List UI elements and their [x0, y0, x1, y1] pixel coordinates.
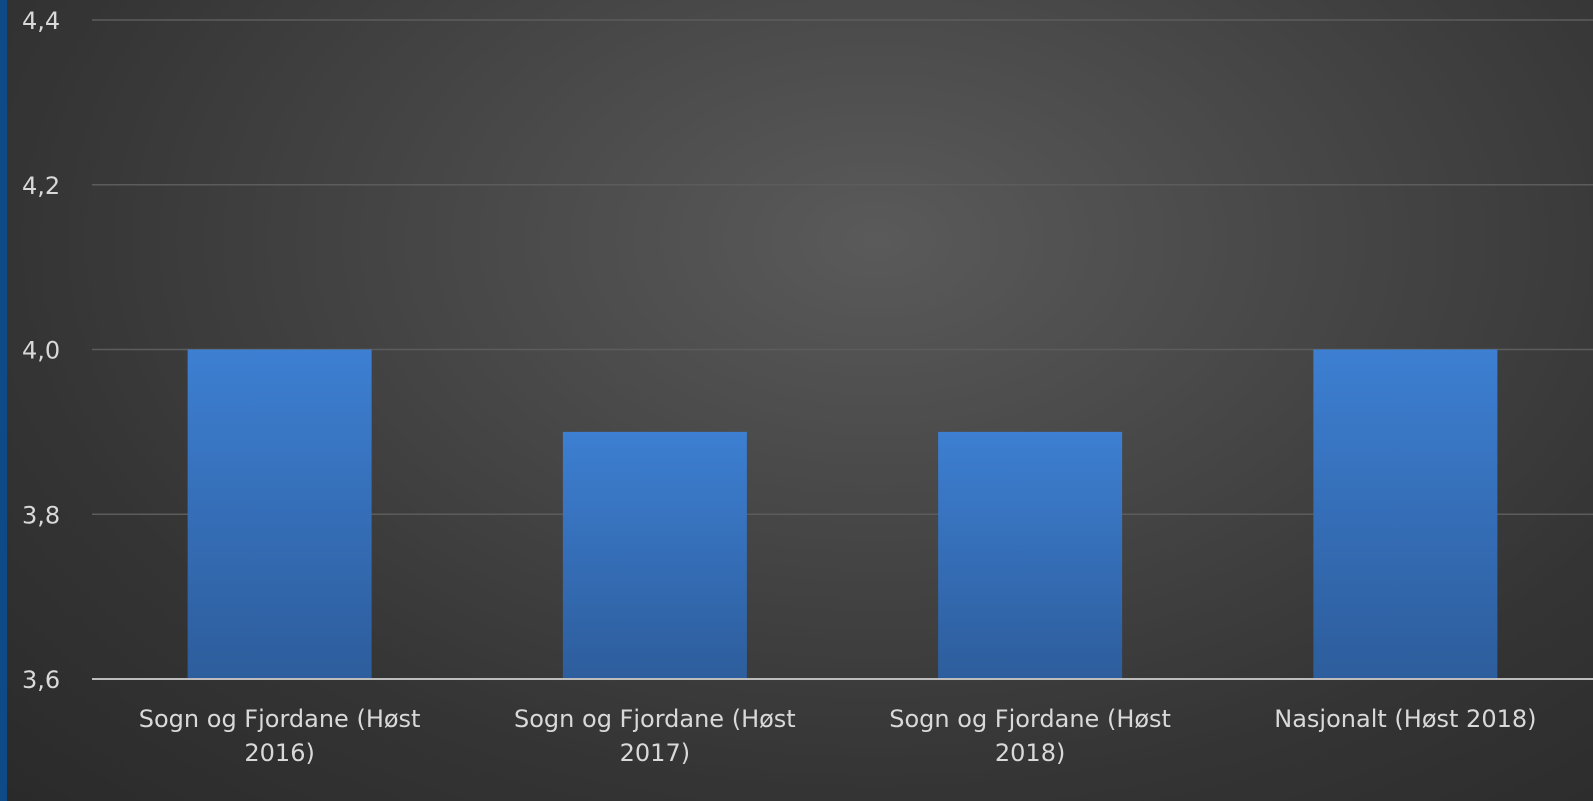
bar-1	[187, 349, 372, 679]
y-tick-label: 4,2	[22, 172, 60, 200]
y-axis-tick-labels: 3,6 3,8 4,0 4,2 4,4	[22, 7, 60, 694]
bar-2	[562, 431, 747, 679]
x-axis-category-labels: Sogn og Fjordane (Høst 2016) Sogn og Fjord…	[139, 705, 1537, 767]
y-tick-label: 4,0	[22, 337, 60, 365]
x-category-label: Nasjonalt (Høst 2018)	[1274, 705, 1536, 733]
y-tick-label: 3,6	[22, 666, 60, 694]
x-category-label: Sogn og Fjordane (Høst 2016)	[139, 705, 421, 767]
bar-4	[1313, 349, 1498, 679]
x-category-label: Sogn og Fjordane (Høst 2017)	[514, 705, 796, 767]
y-tick-label: 4,4	[22, 7, 60, 35]
bar-3	[938, 431, 1123, 679]
left-edge-strip	[0, 0, 7, 801]
bars	[187, 349, 1498, 679]
x-category-label: Sogn og Fjordane (Høst 2018)	[889, 705, 1171, 767]
y-tick-label: 3,8	[22, 501, 60, 529]
